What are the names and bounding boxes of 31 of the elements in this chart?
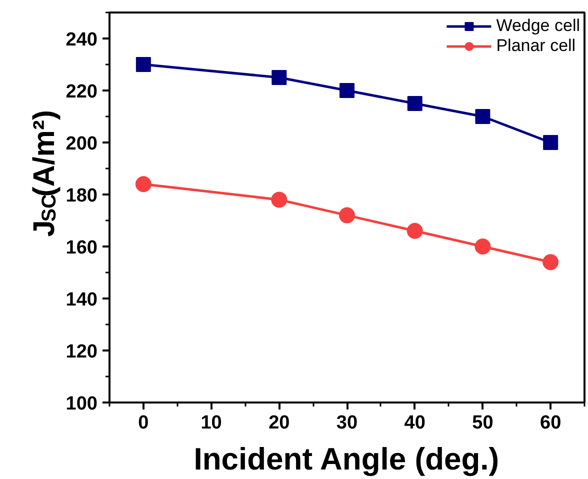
y-tick-label: 240: [66, 30, 98, 50]
point: [474, 238, 491, 254]
x-tick-label: 30: [336, 412, 358, 434]
point: [475, 109, 490, 124]
y-tick-label: 160: [66, 238, 98, 258]
x-tick-label: 60: [540, 412, 562, 434]
y-tick-label: 180: [66, 186, 98, 206]
point: [406, 222, 423, 239]
x-tick-label: 40: [404, 412, 426, 434]
point: [136, 57, 151, 72]
y-tick-label: 100: [66, 394, 98, 414]
y-axis-title: JSC(A/m²): [28, 110, 61, 237]
x-tick-label: 20: [268, 412, 290, 434]
x-axis-title: Incident Angle (deg.): [194, 442, 500, 476]
y-tick-label: 120: [66, 342, 98, 362]
point: [543, 135, 558, 150]
x-tick-label: 10: [200, 412, 222, 434]
x-tick-label: 0: [138, 412, 149, 434]
point: [339, 207, 355, 224]
legend-label: Wedge cell: [496, 16, 580, 36]
point: [340, 83, 354, 98]
point: [271, 192, 288, 208]
x-tick-label: 50: [472, 412, 494, 434]
y-tick-label: 140: [66, 290, 98, 310]
y-tick-label: 200: [66, 134, 98, 154]
point: [542, 254, 559, 270]
point: [272, 70, 287, 85]
point: [407, 96, 422, 111]
y-tick-label: 220: [66, 82, 98, 102]
point: [135, 176, 152, 192]
legend-label: Planar cell: [496, 36, 576, 56]
